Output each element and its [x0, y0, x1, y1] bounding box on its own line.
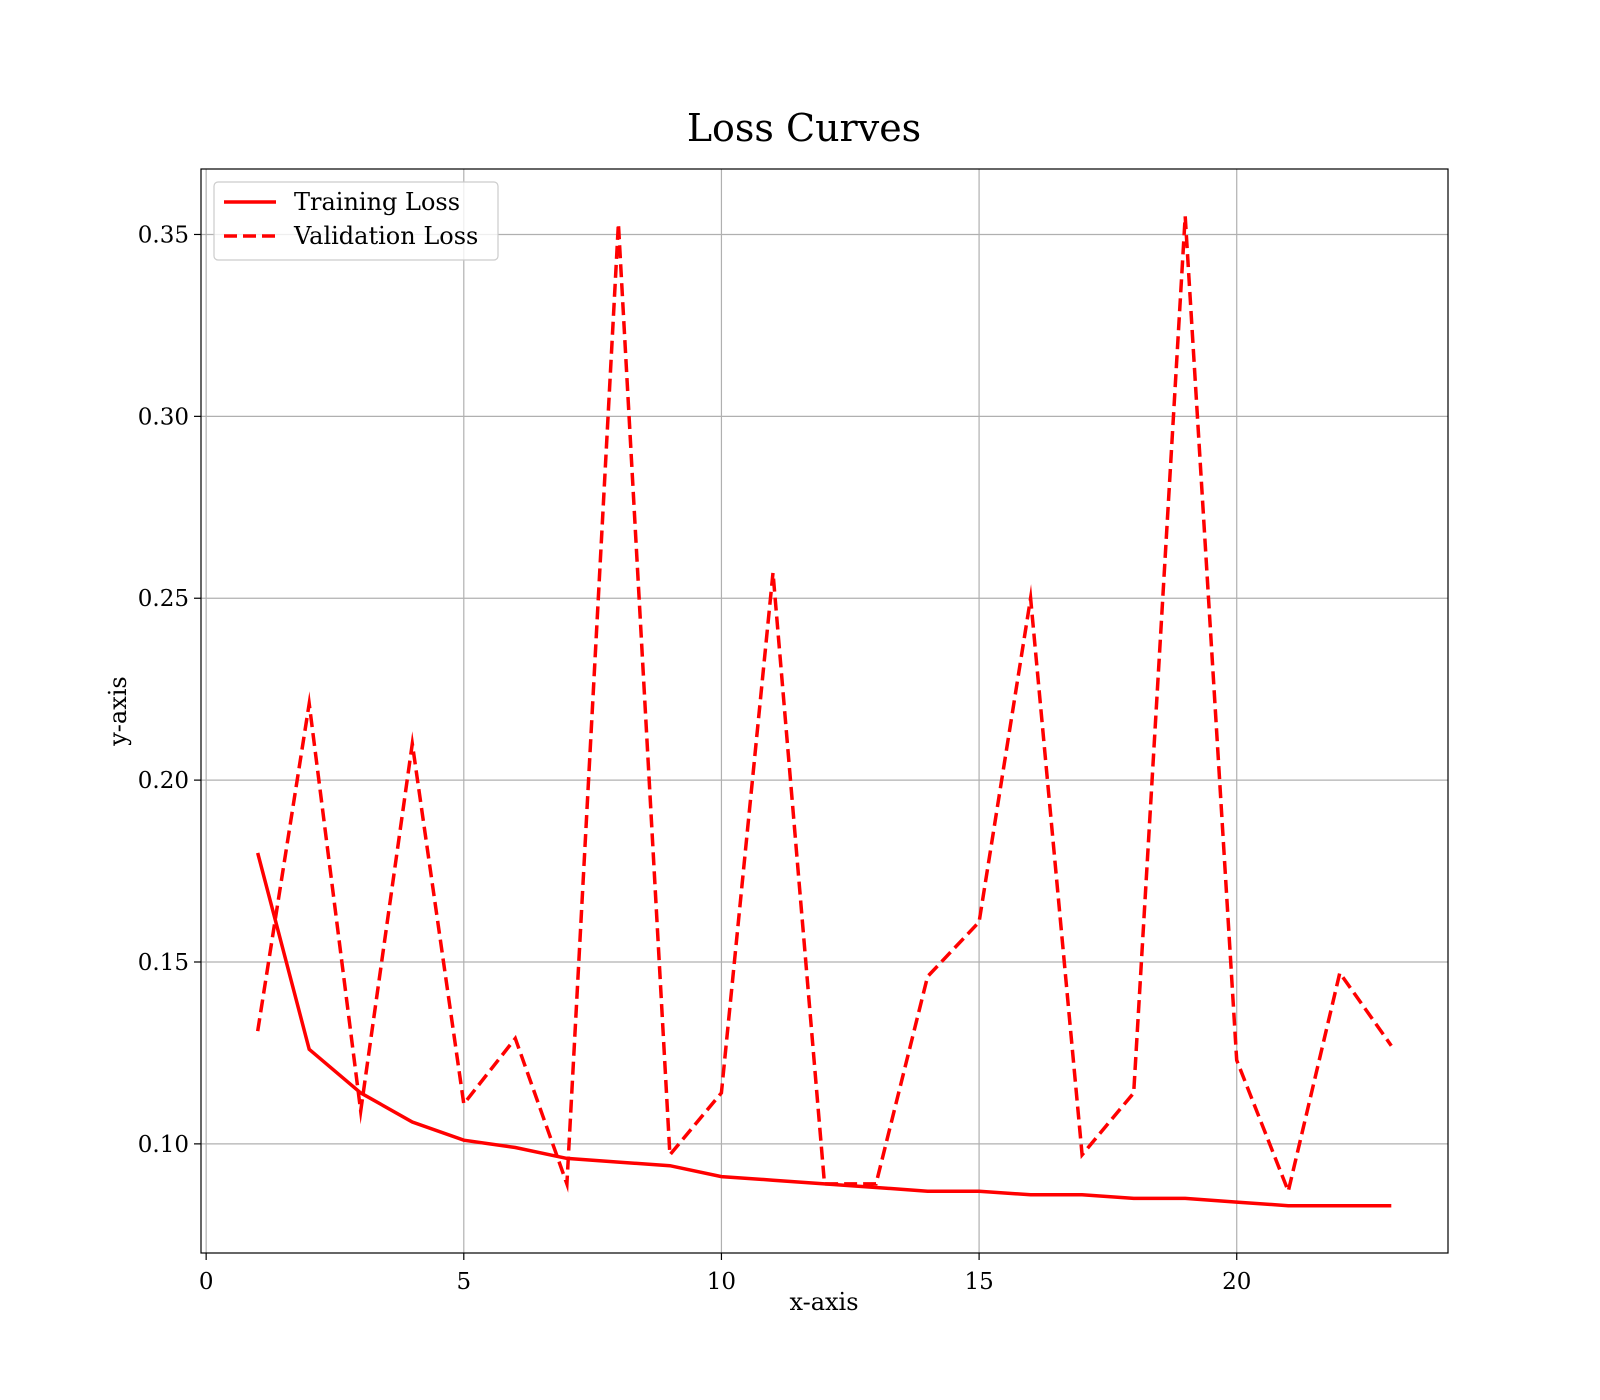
x-tick-label: 0 — [199, 1269, 214, 1295]
y-tick-label: 0.15 — [138, 950, 189, 976]
x-tick-label: 20 — [1222, 1269, 1251, 1295]
legend-label-training: Training Loss — [294, 188, 460, 216]
x-axis-ticks: 0 5 10 15 20 — [199, 1253, 1251, 1295]
y-tick-label: 0.25 — [138, 586, 189, 612]
x-tick-label: 10 — [707, 1269, 736, 1295]
x-tick-label: 5 — [456, 1269, 471, 1295]
y-tick-label: 0.10 — [138, 1132, 189, 1158]
y-tick-label: 0.20 — [138, 768, 189, 794]
training-loss-line — [256, 852, 1392, 1208]
x-axis-label: x-axis — [789, 1288, 858, 1316]
y-axis-ticks: 0.10 0.15 0.20 0.25 0.30 0.35 — [138, 222, 201, 1158]
validation-loss-line — [255, 216, 1393, 1198]
plot-frame — [200, 168, 1449, 1254]
grid-lines — [201, 169, 1448, 1253]
y-tick-label: 0.30 — [138, 404, 189, 430]
legend: Training Loss Validation Loss — [213, 181, 499, 261]
x-tick-label: 15 — [964, 1269, 993, 1295]
legend-label-validation: Validation Loss — [293, 222, 478, 250]
legend-box — [213, 181, 499, 261]
y-axis-label: y-axis — [104, 676, 132, 747]
series-lines — [255, 216, 1393, 1208]
chart-title: Loss Curves — [687, 106, 921, 150]
y-tick-label: 0.35 — [138, 222, 189, 248]
